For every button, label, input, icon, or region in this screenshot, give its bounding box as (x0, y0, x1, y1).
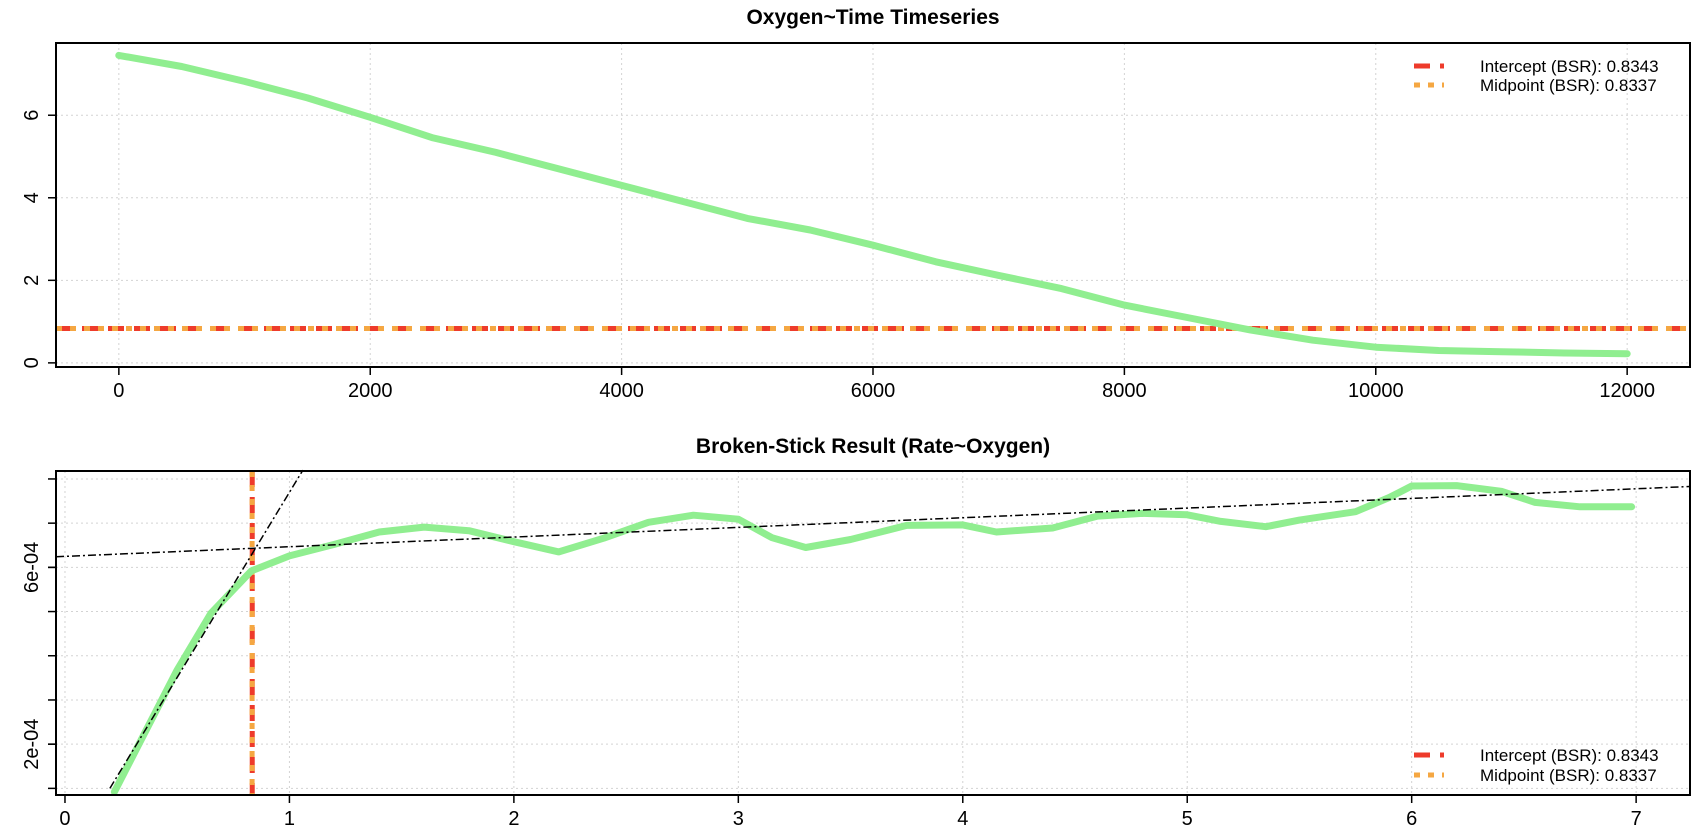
legend-label-midpoint: Midpoint (BSR): 0.8337 (1480, 76, 1657, 95)
legend-label-intercept: Intercept (BSR): 0.8343 (1480, 57, 1659, 76)
legend: Intercept (BSR): 0.8343 Midpoint (BSR): … (1414, 746, 1659, 785)
x-axis: 0 1 2 3 4 5 6 7 (59, 795, 1642, 830)
x-tick-label: 2 (508, 808, 519, 830)
series-line (115, 51, 1631, 358)
plot-frame (55, 470, 1691, 796)
series (115, 51, 1631, 358)
x-tick-label: 0 (113, 380, 124, 402)
chart-title: Broken-Stick Result (Rate~Oxygen) (696, 435, 1050, 458)
legend-label-midpoint: Midpoint (BSR): 0.8337 (1480, 766, 1657, 785)
x-tick-label: 4000 (599, 380, 644, 402)
y-tick-label: 0 (21, 357, 43, 368)
x-tick-label: 12000 (1599, 380, 1655, 402)
x-axis: 0 2000 4000 6000 8000 10000 12000 (113, 367, 1655, 402)
x-tick-label: 10000 (1348, 380, 1404, 402)
y-tick-label: 2 (21, 275, 43, 286)
oxygen-time-panel: Oxygen~Time Timeseries 0 2000 4000 6000 8000… (21, 6, 1691, 402)
grid (56, 471, 1690, 795)
chart-title: Oxygen~Time Timeseries (746, 6, 999, 29)
y-axis: 0 2 4 6 (21, 110, 56, 368)
x-tick-label: 5 (1182, 808, 1193, 830)
x-tick-label: 7 (1631, 808, 1642, 830)
x-tick-label: 1 (284, 808, 295, 830)
legend: Intercept (BSR): 0.8343 Midpoint (BSR): … (1414, 57, 1659, 95)
y-tick-label: 4 (21, 192, 43, 203)
x-tick-label: 8000 (1102, 380, 1147, 402)
series-line (110, 482, 1636, 796)
grid (56, 43, 1690, 367)
series (110, 482, 1636, 796)
y-tick-label: 6 (21, 110, 43, 121)
x-tick-label: 2000 (348, 380, 393, 402)
x-tick-label: 6 (1406, 808, 1417, 830)
y-tick-label: 6e-04 (21, 542, 43, 593)
y-axis: 2e-04 6e-04 (21, 478, 56, 790)
y-tick-label: 2e-04 (21, 719, 43, 770)
x-tick-label: 0 (59, 808, 70, 830)
broken-stick-panel: Broken-Stick Result (Rate~Oxygen) 0 1 2 3 4 5… (21, 435, 1691, 830)
fit-line (55, 485, 1691, 558)
x-tick-label: 6000 (851, 380, 896, 402)
x-tick-label: 3 (733, 808, 744, 830)
legend-label-intercept: Intercept (BSR): 0.8343 (1480, 746, 1659, 765)
fit-lines (55, 469, 1691, 789)
x-tick-label: 4 (957, 808, 968, 830)
fit-line (109, 469, 304, 789)
